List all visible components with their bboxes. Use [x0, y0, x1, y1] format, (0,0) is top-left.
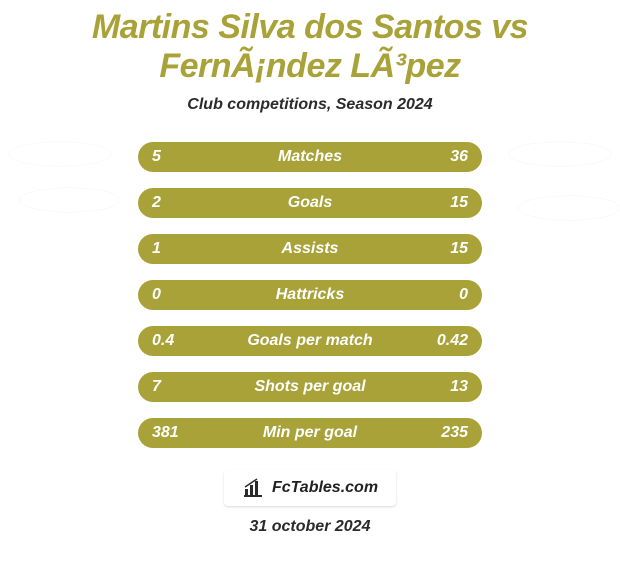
- stat-right-value: 235: [441, 424, 468, 442]
- side-pill: [20, 188, 120, 212]
- side-pill: [518, 196, 620, 220]
- comparison-card: Martins Silva dos Santos vs FernÃ¡ndez L…: [0, 0, 620, 580]
- stat-label: Matches: [138, 148, 482, 166]
- brand-badge: FcTables.com: [224, 470, 396, 506]
- side-pill: [9, 142, 111, 166]
- stat-row: 2 Goals 15: [138, 188, 482, 218]
- stat-label: Hattricks: [138, 286, 482, 304]
- stat-right-value: 15: [450, 194, 468, 212]
- page-title: Martins Silva dos Santos vs FernÃ¡ndez L…: [0, 0, 620, 86]
- stat-right-value: 0.42: [437, 332, 468, 350]
- side-pill: [509, 142, 611, 166]
- stat-row: 7 Shots per goal 13: [138, 372, 482, 402]
- stat-row: 0.4 Goals per match 0.42: [138, 326, 482, 356]
- stat-right-value: 13: [450, 378, 468, 396]
- stat-row: 1 Assists 15: [138, 234, 482, 264]
- stat-row: 0 Hattricks 0: [138, 280, 482, 310]
- stat-label: Shots per goal: [138, 378, 482, 396]
- stats-container: 5 Matches 36 2 Goals 15 1 Assists 15 0 H…: [0, 142, 620, 448]
- subtitle: Club competitions, Season 2024: [187, 96, 432, 114]
- stat-row: 381 Min per goal 235: [138, 418, 482, 448]
- stat-label: Min per goal: [138, 424, 482, 442]
- date-label: 31 october 2024: [250, 518, 371, 536]
- bar-chart-icon: [242, 478, 264, 498]
- stat-right-value: 36: [450, 148, 468, 166]
- stat-right-value: 0: [459, 286, 468, 304]
- stat-right-value: 15: [450, 240, 468, 258]
- stat-row: 5 Matches 36: [138, 142, 482, 172]
- brand-label: FcTables.com: [272, 479, 378, 497]
- stat-label: Goals: [138, 194, 482, 212]
- stat-label: Assists: [138, 240, 482, 258]
- stat-label: Goals per match: [138, 332, 482, 350]
